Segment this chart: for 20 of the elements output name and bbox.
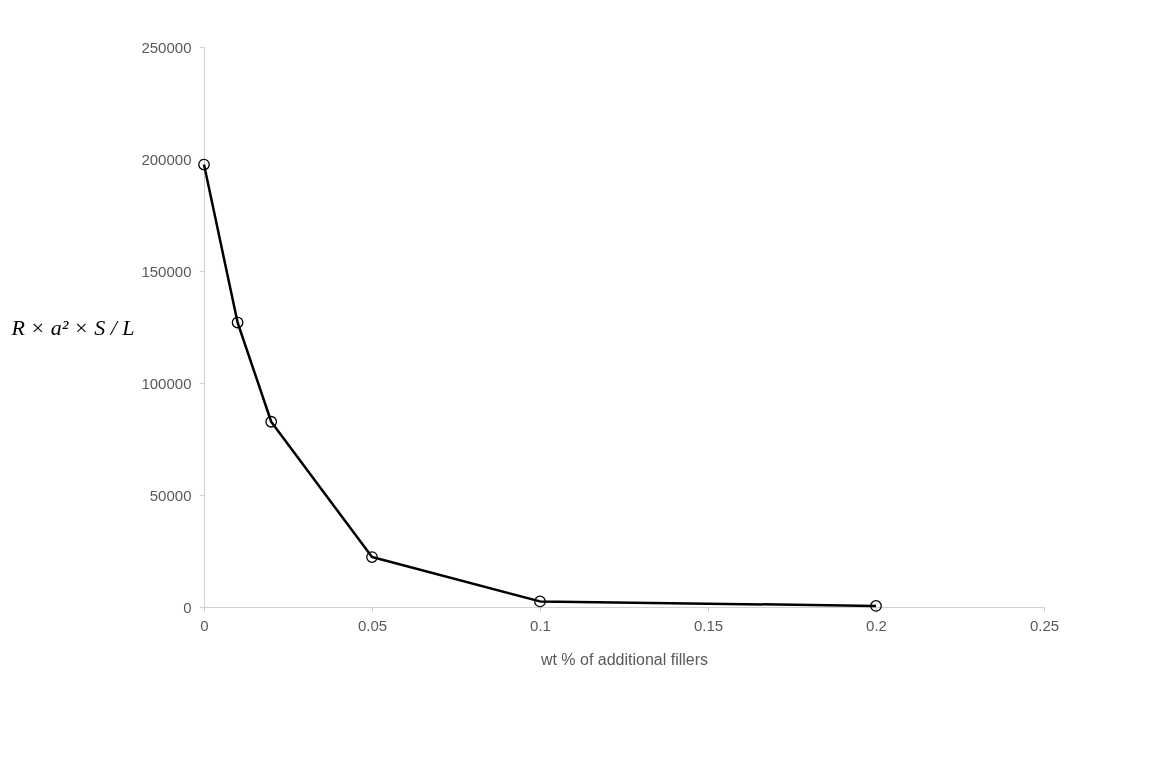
- y-tick-label: 100000: [141, 374, 192, 392]
- y-tick-label: 200000: [141, 150, 192, 168]
- point: [198, 158, 210, 171]
- point: [870, 600, 882, 612]
- point: [265, 415, 278, 428]
- y-axis-title: R × a² × S / L: [10, 314, 135, 340]
- x-tick-label: 0.15: [693, 616, 724, 634]
- y-tick-label: 50000: [149, 486, 192, 504]
- x-tick-label: 0.1: [530, 616, 551, 634]
- point: [231, 316, 244, 329]
- x-tick-label: 0.2: [866, 616, 887, 634]
- y-tick-label: 250000: [141, 38, 192, 56]
- y-tick-label: 150000: [141, 262, 192, 280]
- point: [534, 595, 546, 608]
- x-tick-label: 0: [200, 616, 209, 634]
- point: [366, 551, 378, 563]
- y-tick-label: 0: [183, 598, 192, 616]
- x-tick-label: 0.05: [357, 616, 388, 634]
- x-tick-label: 0.25: [1029, 616, 1060, 634]
- x-axis-title: wt % of additional fillers: [539, 650, 709, 668]
